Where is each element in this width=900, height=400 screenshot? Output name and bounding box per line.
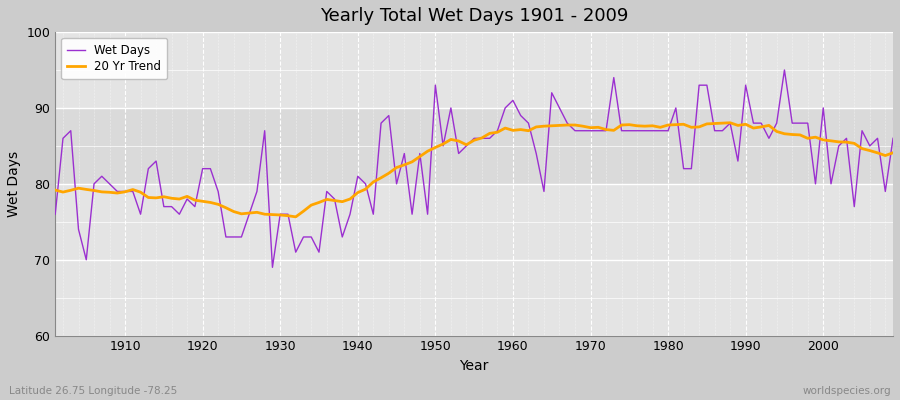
Text: Latitude 26.75 Longitude -78.25: Latitude 26.75 Longitude -78.25 bbox=[9, 386, 177, 396]
Wet Days bbox=[516, 113, 526, 118]
Legend: Wet Days, 20 Yr Trend: Wet Days, 20 Yr Trend bbox=[61, 38, 167, 79]
Y-axis label: Wet Days: Wet Days bbox=[7, 151, 21, 217]
Bar bbox=[55, 108, 893, 184]
20 Yr Trend bbox=[283, 213, 293, 218]
20 Yr Trend bbox=[112, 191, 122, 196]
Bar bbox=[55, 184, 893, 260]
20 Yr Trend bbox=[337, 199, 347, 204]
Line: Wet Days: Wet Days bbox=[55, 70, 893, 267]
Wet Days bbox=[779, 68, 790, 72]
Bar bbox=[55, 260, 893, 336]
Title: Yearly Total Wet Days 1901 - 2009: Yearly Total Wet Days 1901 - 2009 bbox=[320, 7, 628, 25]
20 Yr Trend bbox=[508, 128, 518, 133]
Bar bbox=[55, 32, 893, 108]
Wet Days bbox=[608, 75, 619, 80]
Text: worldspecies.org: worldspecies.org bbox=[803, 386, 891, 396]
Wet Days bbox=[50, 212, 60, 217]
20 Yr Trend bbox=[291, 214, 302, 219]
Wet Days bbox=[887, 136, 898, 141]
Wet Days bbox=[112, 189, 122, 194]
X-axis label: Year: Year bbox=[460, 359, 489, 373]
Line: 20 Yr Trend: 20 Yr Trend bbox=[55, 123, 893, 217]
20 Yr Trend bbox=[724, 120, 735, 125]
Wet Days bbox=[267, 265, 278, 270]
20 Yr Trend bbox=[50, 188, 60, 192]
Wet Days bbox=[291, 250, 302, 254]
Wet Days bbox=[508, 98, 518, 103]
Wet Days bbox=[337, 234, 347, 239]
20 Yr Trend bbox=[887, 150, 898, 155]
20 Yr Trend bbox=[608, 128, 619, 133]
20 Yr Trend bbox=[516, 127, 526, 132]
